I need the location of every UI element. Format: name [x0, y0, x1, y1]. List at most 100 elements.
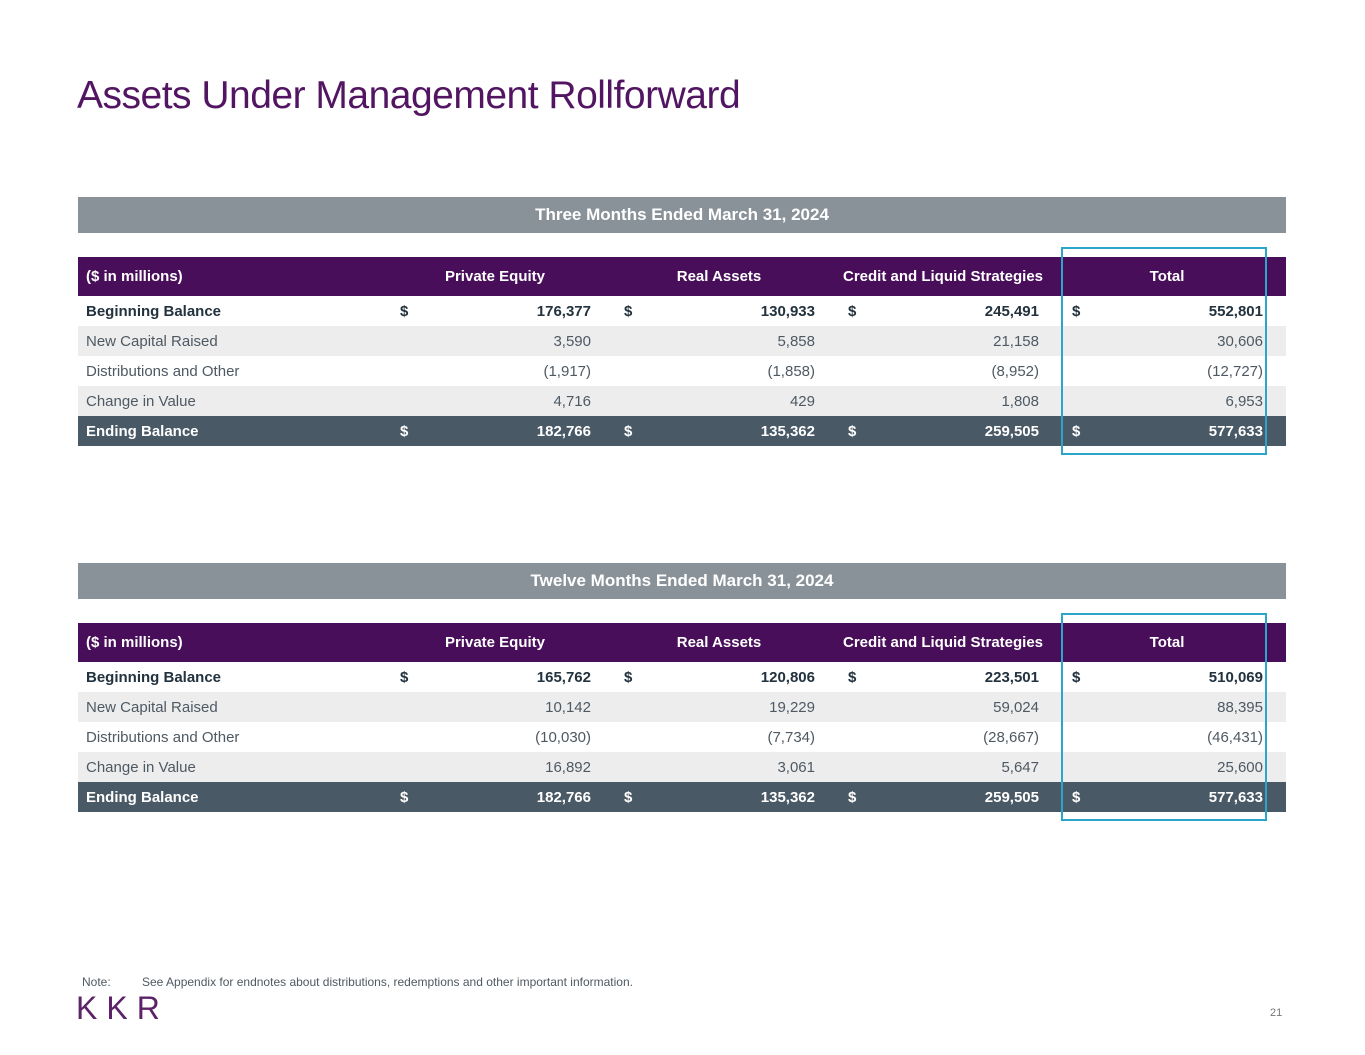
- dollar-sign: $: [1072, 302, 1081, 320]
- cell-total: $577,633: [1062, 789, 1286, 806]
- cell-real-assets: $130,933: [614, 303, 838, 320]
- cell-value: 10,142: [545, 698, 591, 716]
- cell-value: (7,734): [767, 728, 815, 746]
- cell-total: (12,727): [1062, 363, 1286, 380]
- cell-total: 25,600: [1062, 759, 1286, 776]
- dollar-sign: $: [1072, 668, 1081, 686]
- table-row-distributions-and-other: Distributions and Other (10,030) (7,734)…: [78, 722, 1286, 752]
- cell-real-assets: 5,858: [614, 333, 838, 350]
- cell-total: $510,069: [1062, 669, 1286, 686]
- dollar-sign: $: [400, 788, 409, 806]
- cell-real-assets: $135,362: [614, 423, 838, 440]
- cell-private-equity: $165,762: [390, 669, 614, 686]
- dollar-sign: $: [848, 668, 857, 686]
- cell-total: $552,801: [1062, 303, 1286, 320]
- cell-credit-liquid-strategies: 1,808: [838, 393, 1062, 410]
- table-row-ending-balance: Ending Balance $182,766 $135,362 $259,50…: [78, 416, 1286, 446]
- cell-value: 59,024: [993, 698, 1039, 716]
- cell-total: (46,431): [1062, 729, 1286, 746]
- cell-value: 5,647: [1001, 758, 1039, 776]
- cell-credit-liquid-strategies: (8,952): [838, 363, 1062, 380]
- row-label: Change in Value: [86, 392, 196, 410]
- cell-private-equity: 10,142: [390, 699, 614, 716]
- cell-value: (1,917): [543, 362, 591, 380]
- cell-value: 577,633: [1208, 788, 1263, 806]
- dollar-sign: $: [848, 788, 857, 806]
- table-header-row: ($ in millions) Private Equity Real Asse…: [78, 623, 1286, 662]
- period-band: Three Months Ended March 31, 2024: [78, 197, 1286, 233]
- row-label: Ending Balance: [86, 422, 199, 440]
- table-three-months: Three Months Ended March 31, 2024 ($ in …: [78, 197, 1286, 455]
- dollar-sign: $: [624, 422, 633, 440]
- cell-credit-liquid-strategies: $259,505: [838, 423, 1062, 440]
- cell-credit-liquid-strategies: $245,491: [838, 303, 1062, 320]
- row-label: New Capital Raised: [86, 698, 218, 716]
- cell-real-assets: (1,858): [614, 363, 838, 380]
- unit-label: ($ in millions): [86, 268, 183, 285]
- cell-private-equity: (1,917): [390, 363, 614, 380]
- cell-value: (12,727): [1207, 362, 1263, 380]
- col-header-credit-liquid-strategies: Credit and Liquid Strategies: [842, 634, 1044, 651]
- table-row-beginning-balance: Beginning Balance $176,377 $130,933 $245…: [78, 296, 1286, 326]
- cell-private-equity: 3,590: [390, 333, 614, 350]
- row-label: New Capital Raised: [86, 332, 218, 350]
- cell-private-equity: $182,766: [390, 423, 614, 440]
- col-header-real-assets: Real Assets: [676, 634, 762, 651]
- cell-value: (10,030): [535, 728, 591, 746]
- kkr-logo: KKR: [76, 990, 169, 1026]
- dollar-sign: $: [848, 302, 857, 320]
- cell-value: 25,600: [1217, 758, 1263, 776]
- cell-value: 165,762: [536, 668, 591, 686]
- cell-value: (1,858): [767, 362, 815, 380]
- cell-value: (8,952): [991, 362, 1039, 380]
- table-row-ending-balance: Ending Balance $182,766 $135,362 $259,50…: [78, 782, 1286, 812]
- cell-value: 135,362: [760, 422, 815, 440]
- dollar-sign: $: [400, 302, 409, 320]
- row-label: Change in Value: [86, 758, 196, 776]
- dollar-sign: $: [400, 668, 409, 686]
- cell-value: 245,491: [984, 302, 1039, 320]
- dollar-sign: $: [624, 302, 633, 320]
- cell-value: 3,061: [777, 758, 815, 776]
- cell-value: 5,858: [777, 332, 815, 350]
- unit-label: ($ in millions): [86, 634, 183, 651]
- period-band: Twelve Months Ended March 31, 2024: [78, 563, 1286, 599]
- dollar-sign: $: [1072, 788, 1081, 806]
- cell-value: 510,069: [1208, 668, 1263, 686]
- cell-credit-liquid-strategies: (28,667): [838, 729, 1062, 746]
- col-header-private-equity: Private Equity: [444, 268, 546, 285]
- cell-value: 176,377: [536, 302, 591, 320]
- table-row-change-in-value: Change in Value 16,892 3,061 5,647 25,60…: [78, 752, 1286, 782]
- table: ($ in millions) Private Equity Real Asse…: [78, 623, 1286, 812]
- footnote-text: See Appendix for endnotes about distribu…: [142, 975, 633, 989]
- row-label: Ending Balance: [86, 788, 199, 806]
- cell-total: 6,953: [1062, 393, 1286, 410]
- row-label: Distributions and Other: [86, 362, 240, 380]
- table-row-new-capital-raised: New Capital Raised 3,590 5,858 21,158 30…: [78, 326, 1286, 356]
- col-header-total: Total: [1149, 634, 1185, 651]
- cell-value: 4,716: [553, 392, 591, 410]
- cell-real-assets: 429: [614, 393, 838, 410]
- cell-value: 259,505: [984, 422, 1039, 440]
- cell-value: 6,953: [1225, 392, 1263, 410]
- cell-credit-liquid-strategies: $223,501: [838, 669, 1062, 686]
- dollar-sign: $: [624, 668, 633, 686]
- table-row-beginning-balance: Beginning Balance $165,762 $120,806 $223…: [78, 662, 1286, 692]
- dollar-sign: $: [624, 788, 633, 806]
- cell-value: 577,633: [1208, 422, 1263, 440]
- cell-value: 182,766: [536, 422, 591, 440]
- cell-credit-liquid-strategies: 21,158: [838, 333, 1062, 350]
- cell-value: 19,229: [769, 698, 815, 716]
- dollar-sign: $: [1072, 422, 1081, 440]
- cell-credit-liquid-strategies: 59,024: [838, 699, 1062, 716]
- cell-real-assets: 3,061: [614, 759, 838, 776]
- row-label: Beginning Balance: [86, 668, 222, 686]
- cell-value: 16,892: [545, 758, 591, 776]
- cell-credit-liquid-strategies: 5,647: [838, 759, 1062, 776]
- table-row-new-capital-raised: New Capital Raised 10,142 19,229 59,024 …: [78, 692, 1286, 722]
- table-row-distributions-and-other: Distributions and Other (1,917) (1,858) …: [78, 356, 1286, 386]
- cell-total: 30,606: [1062, 333, 1286, 350]
- cell-value: 21,158: [993, 332, 1039, 350]
- cell-total: $577,633: [1062, 423, 1286, 440]
- page-title: Assets Under Management Rollforward: [77, 74, 741, 117]
